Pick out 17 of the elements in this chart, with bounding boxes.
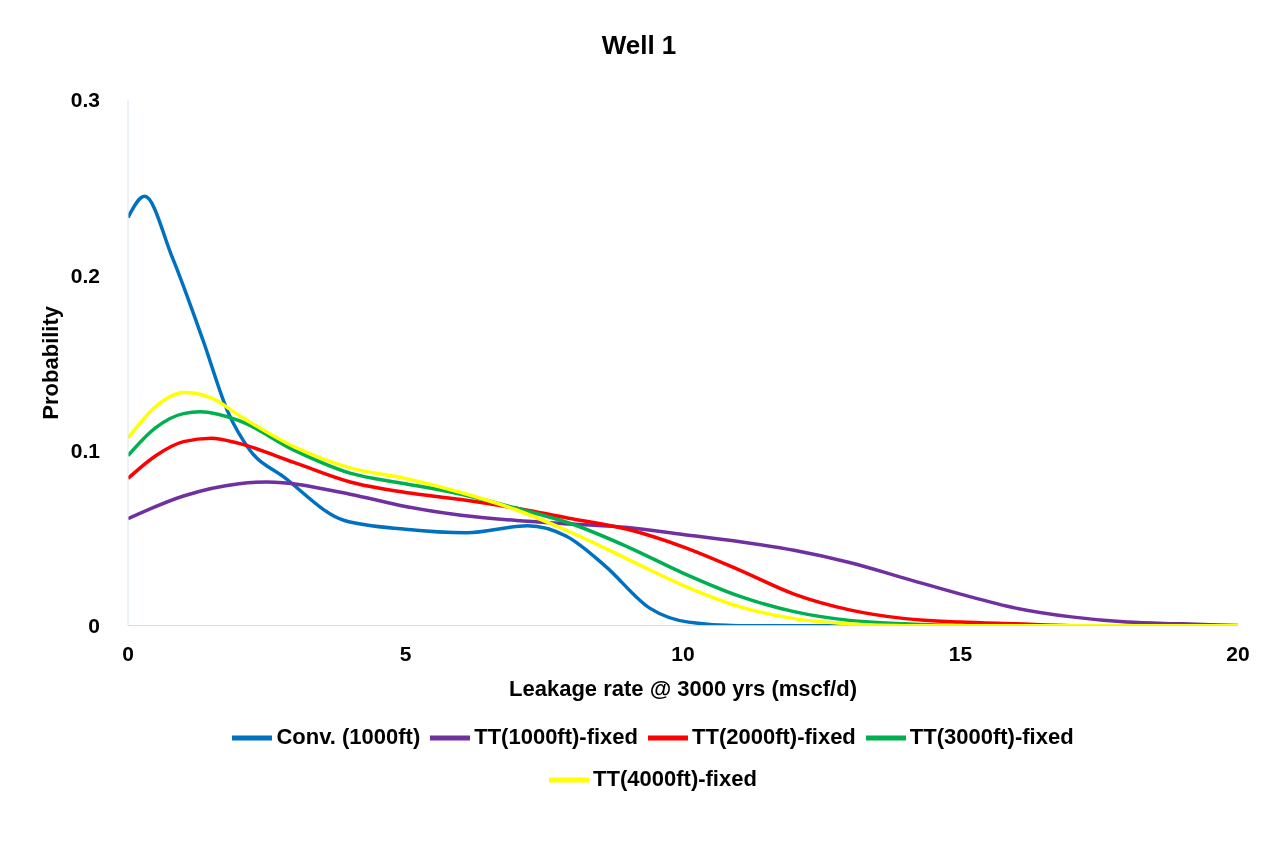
x-tick-label: 10 — [671, 641, 695, 665]
y-tick-label: 0.2 — [70, 263, 100, 287]
x-axis-title: Leakage rate @ 3000 yrs (mscf/d) — [509, 675, 857, 701]
y-tick-label: 0.3 — [70, 88, 100, 112]
legend-label: TT(1000ft)-fixed — [474, 723, 639, 749]
legend-label: TT(3000ft)-fixed — [909, 723, 1074, 749]
chart-title: Well 1 — [600, 29, 678, 62]
x-tick-label: 0 — [122, 641, 134, 665]
legend-label: TT(2000ft)-fixed — [692, 723, 856, 749]
y-tick-label: 0.1 — [70, 438, 101, 462]
x-tick-label: 5 — [399, 641, 412, 665]
y-axis-title: Probability — [37, 305, 63, 420]
legend-label: Conv. (1000ft) — [276, 723, 421, 749]
legend-label: TT(4000ft)-fixed — [593, 765, 757, 791]
x-tick-label: 15 — [948, 641, 973, 665]
x-tick-label: 20 — [1226, 641, 1250, 665]
y-tick-label: 0 — [88, 614, 100, 638]
